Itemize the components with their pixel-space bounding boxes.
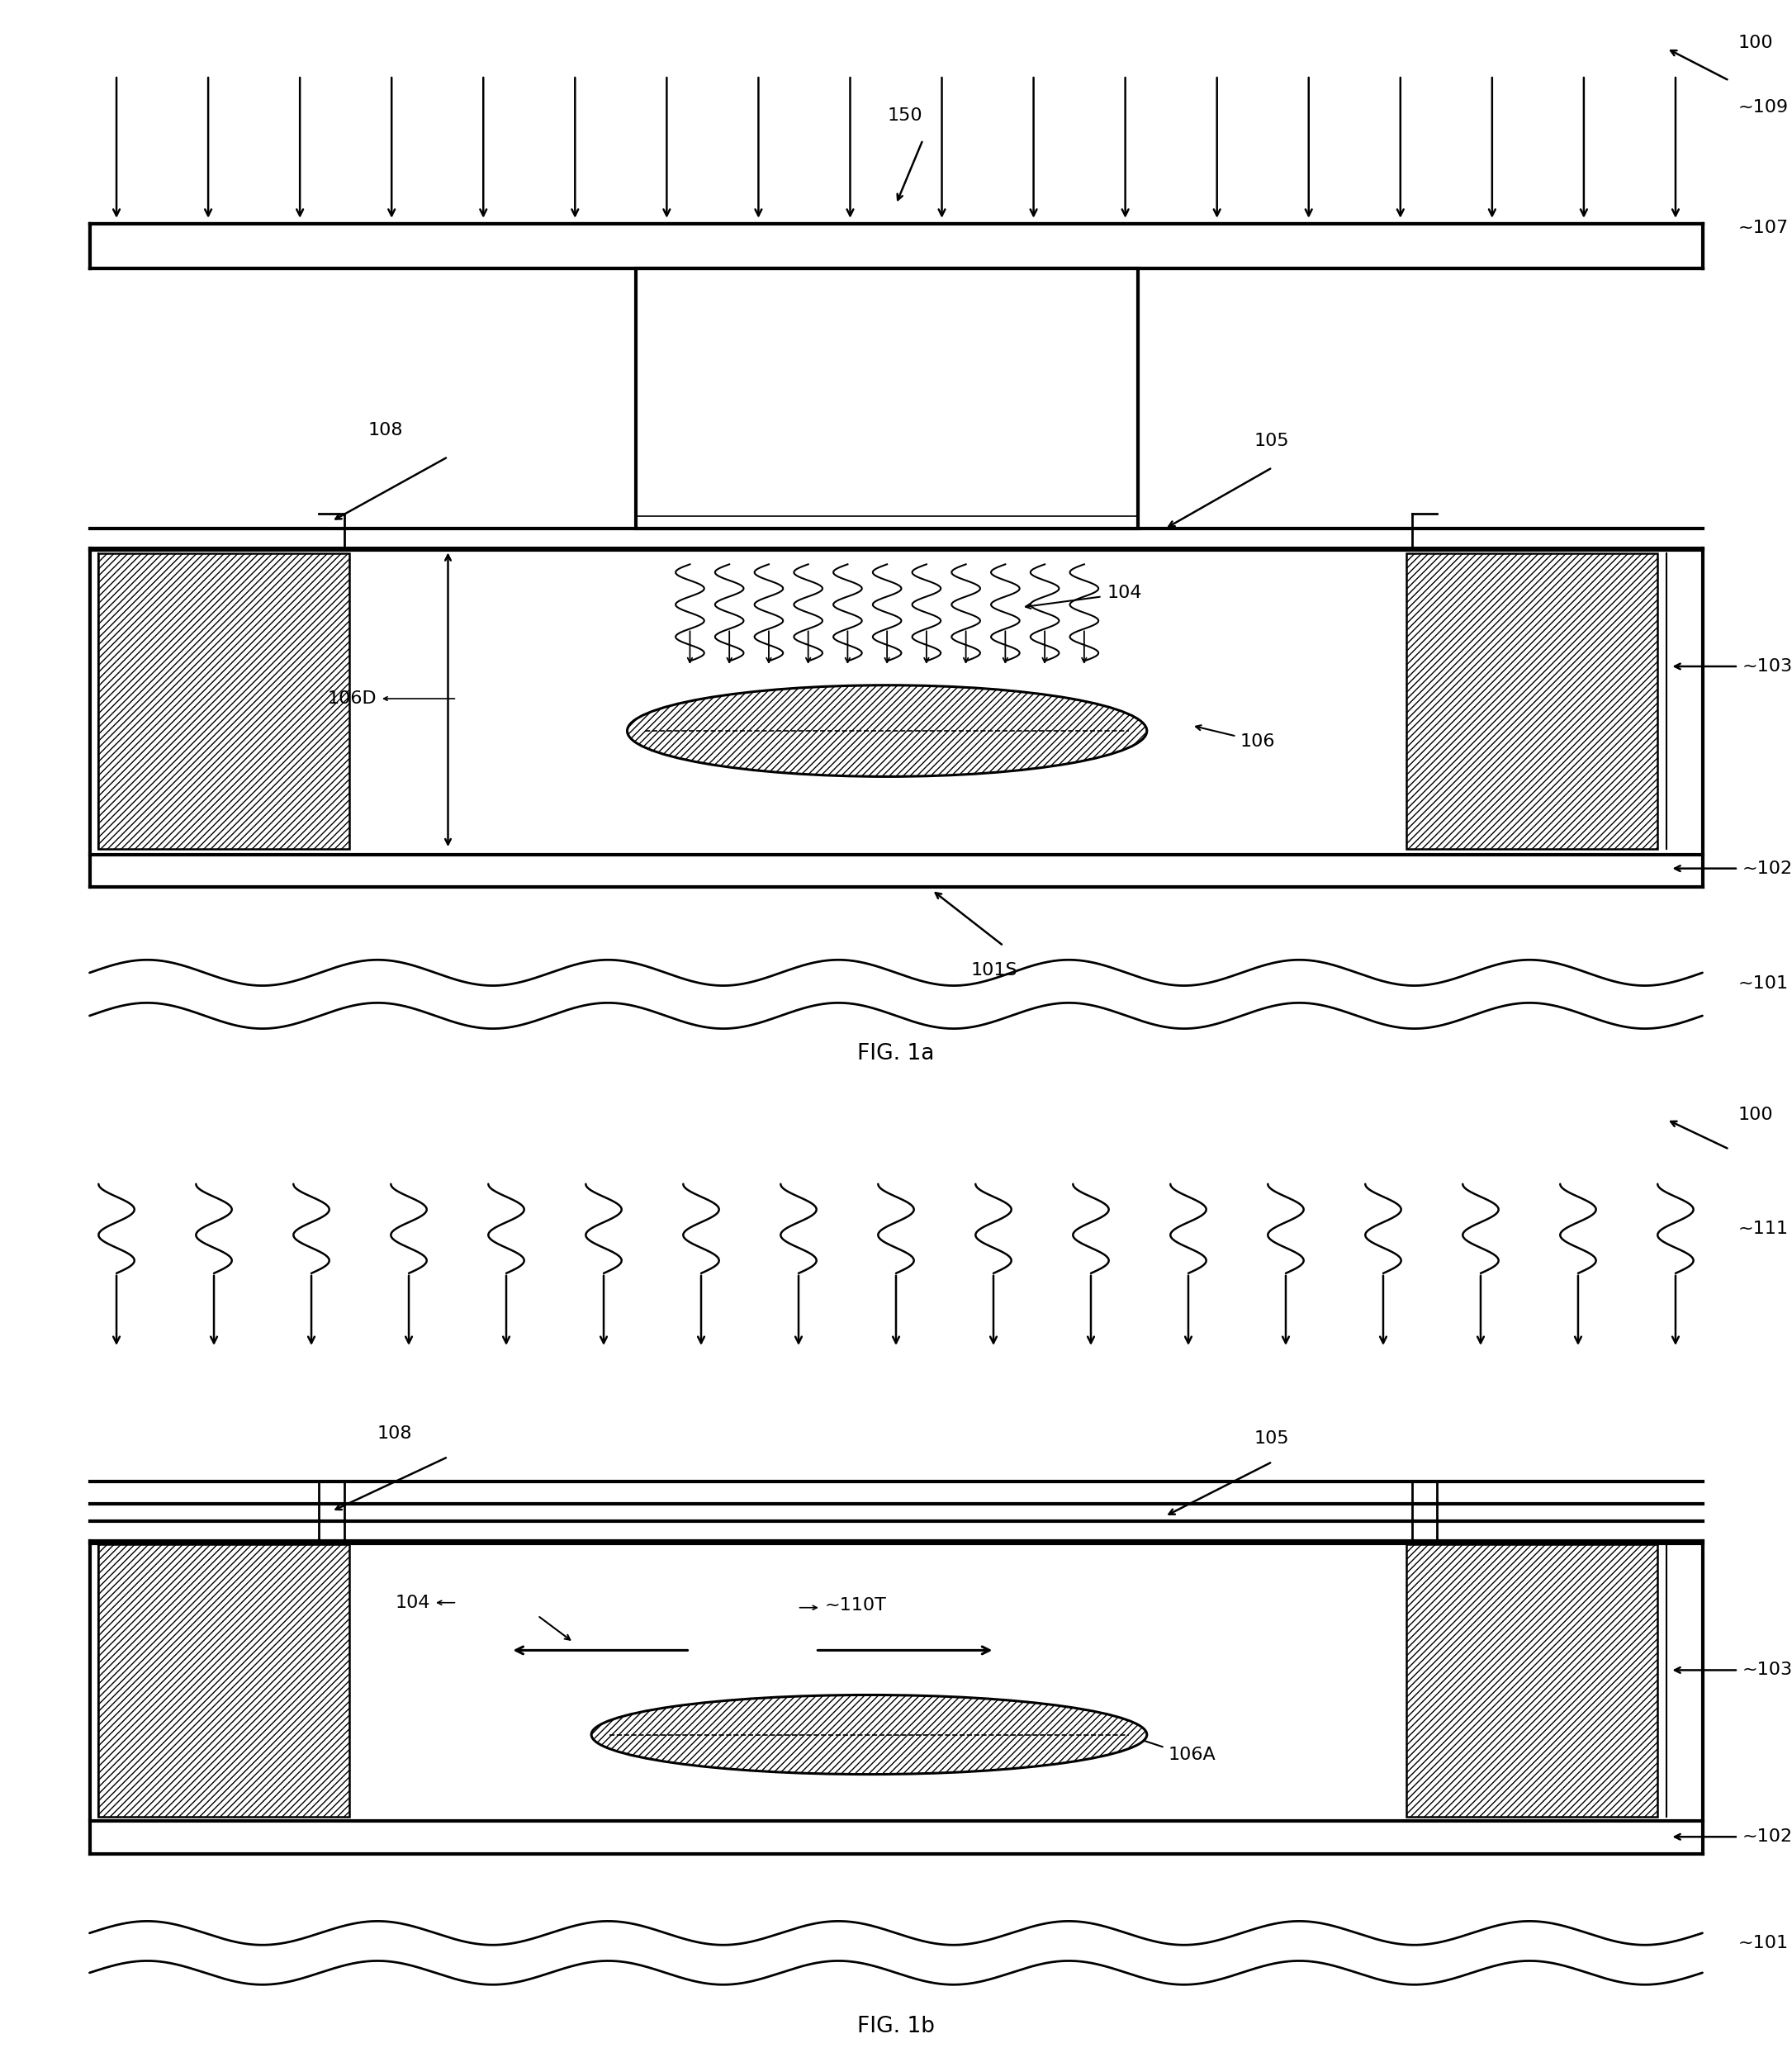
Text: 106A: 106A bbox=[1168, 1747, 1217, 1763]
Text: ~101: ~101 bbox=[1738, 976, 1788, 992]
Text: 100: 100 bbox=[1738, 35, 1774, 52]
Text: 104: 104 bbox=[1107, 585, 1143, 601]
Text: 104: 104 bbox=[394, 1594, 430, 1610]
Bar bbox=[90, 223, 1702, 269]
Bar bbox=[99, 1544, 349, 1817]
Bar bbox=[1407, 1544, 1658, 1817]
Bar bbox=[636, 269, 1138, 529]
Text: ~103: ~103 bbox=[1742, 1662, 1792, 1678]
Text: ~110T: ~110T bbox=[824, 1598, 887, 1614]
Text: 106: 106 bbox=[1240, 734, 1276, 750]
Text: 101S: 101S bbox=[971, 961, 1018, 978]
Text: FIG. 1a: FIG. 1a bbox=[857, 1042, 935, 1065]
Text: 105: 105 bbox=[1254, 432, 1290, 449]
Text: ~111: ~111 bbox=[1738, 1220, 1788, 1236]
Text: ~102: ~102 bbox=[1742, 1829, 1792, 1846]
Text: FIG. 1b: FIG. 1b bbox=[857, 2015, 935, 2038]
Text: 108: 108 bbox=[367, 422, 403, 438]
Text: 105: 105 bbox=[1254, 1430, 1290, 1447]
Text: 150: 150 bbox=[887, 107, 923, 124]
Text: 106D: 106D bbox=[328, 690, 376, 707]
Text: ~101: ~101 bbox=[1738, 1935, 1788, 1951]
Text: 108: 108 bbox=[376, 1426, 412, 1443]
Text: ~102: ~102 bbox=[1742, 860, 1792, 876]
Text: 107A: 107A bbox=[792, 358, 839, 374]
Text: ~103: ~103 bbox=[1742, 657, 1792, 674]
Ellipse shape bbox=[591, 1695, 1147, 1773]
Bar bbox=[1407, 554, 1658, 850]
Text: ~109: ~109 bbox=[1738, 99, 1788, 116]
Bar bbox=[99, 554, 349, 850]
Ellipse shape bbox=[627, 686, 1147, 777]
Text: ~107: ~107 bbox=[1738, 219, 1788, 236]
Text: 100: 100 bbox=[1738, 1106, 1774, 1122]
